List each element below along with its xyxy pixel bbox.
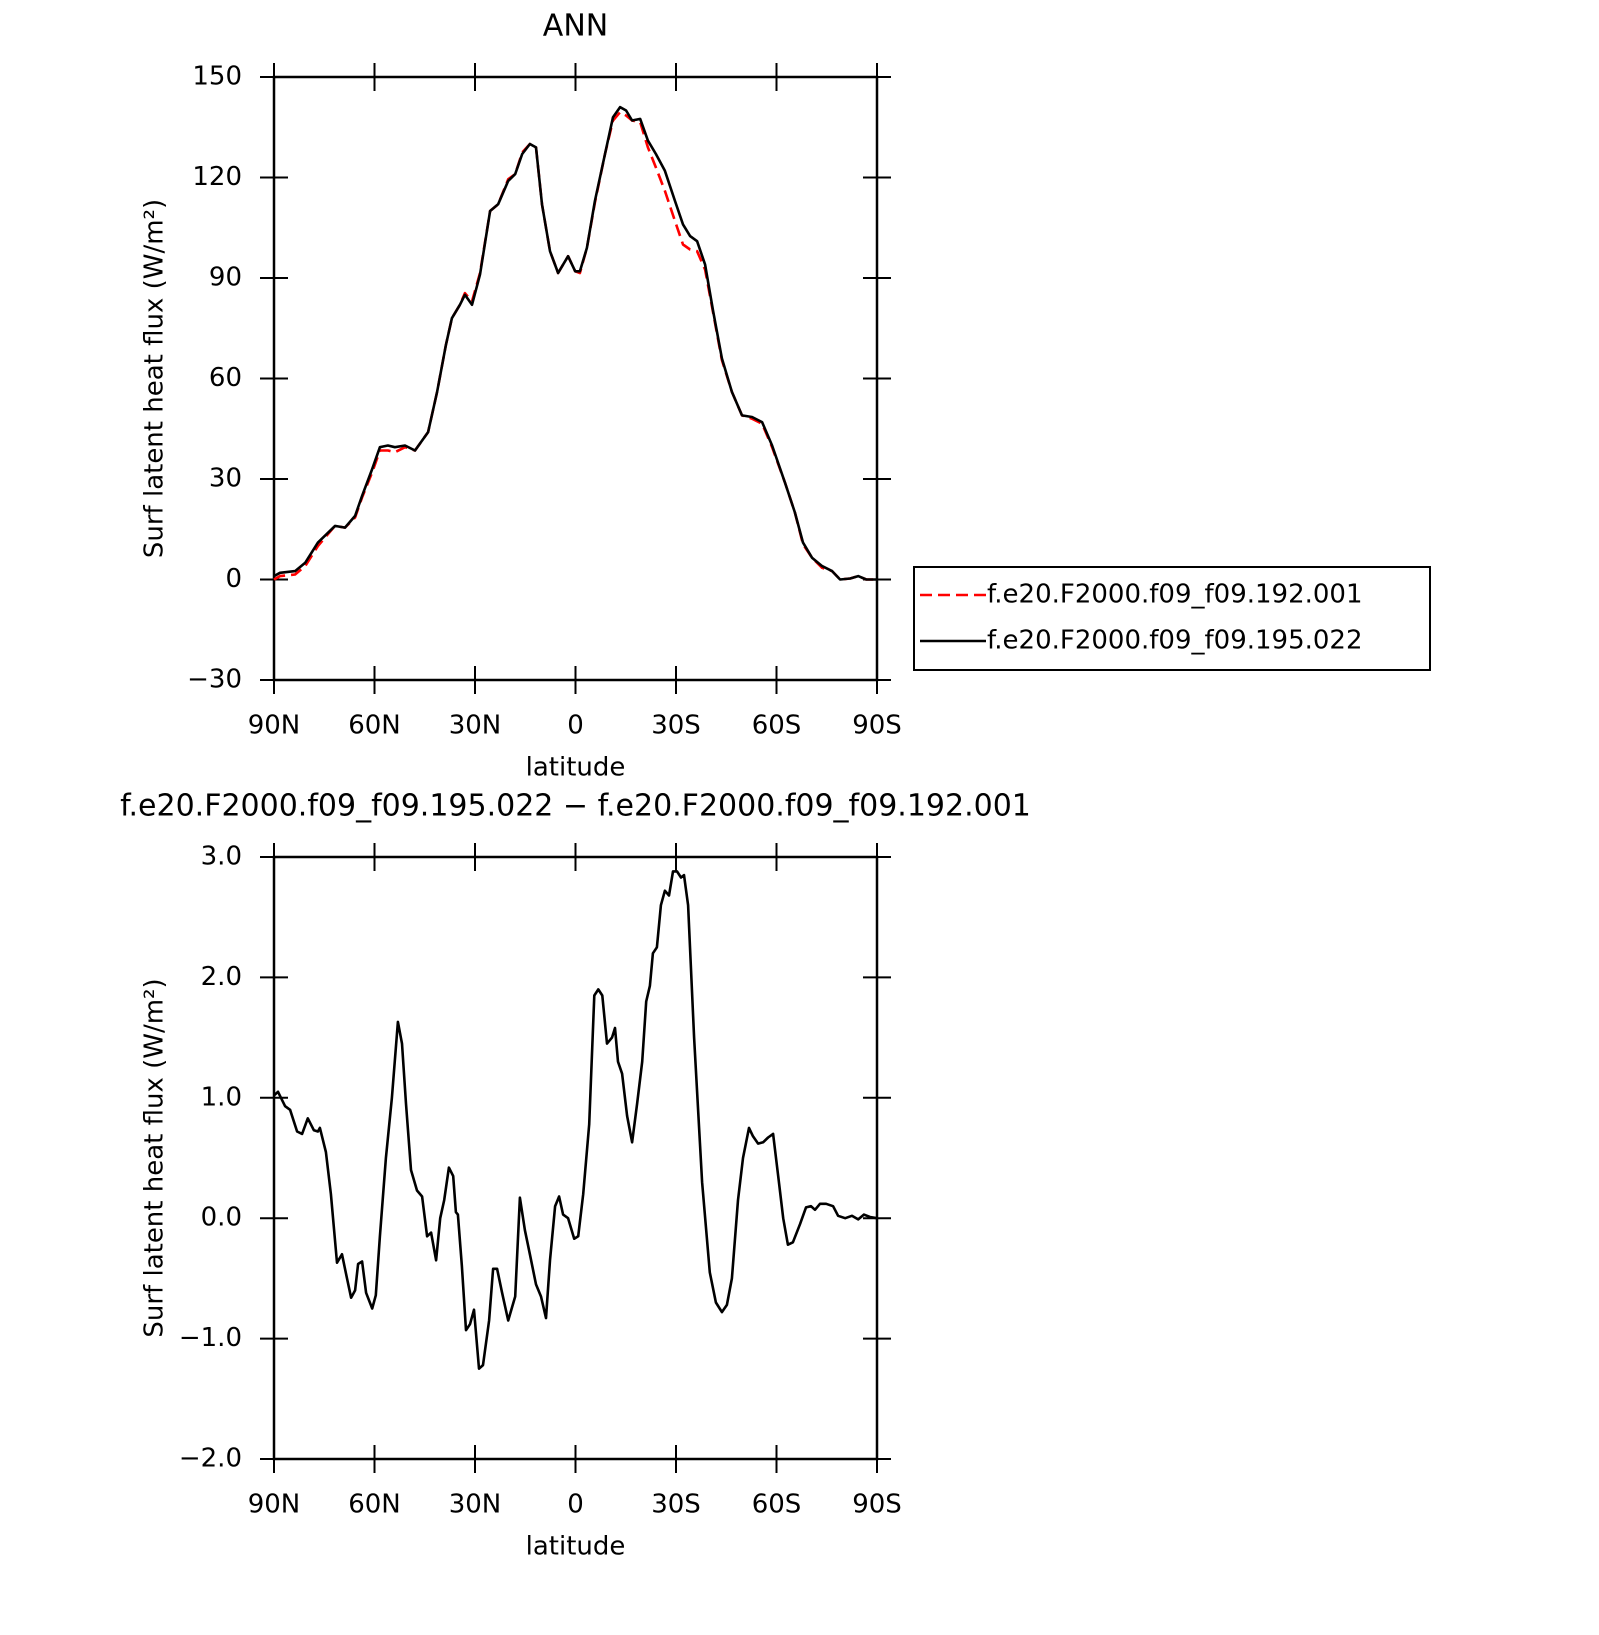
y-tick-label: 30 [209, 464, 242, 494]
legend-label: f.e20.F2000.f09_f09.195.022 [987, 626, 1363, 656]
x-axis-label: latitude [526, 753, 626, 783]
y-axis-label: Surf latent heat flux (W/m²) [140, 978, 170, 1337]
data-line [273, 105, 877, 581]
x-axis-label: latitude [526, 1532, 626, 1562]
y-tick-label: 2.0 [201, 962, 242, 992]
x-tick-label: 60S [752, 1490, 802, 1520]
x-tick-label: 30S [651, 1490, 701, 1520]
data-line [273, 870, 878, 1370]
x-tick-label: 90S [852, 711, 902, 741]
y-tick-label: 150 [192, 62, 242, 92]
x-tick-label: 60S [752, 711, 802, 741]
x-tick-label: 0 [567, 1490, 584, 1520]
plot-frame [272, 75, 879, 682]
y-tick-label: 0.0 [201, 1203, 242, 1233]
x-tick-label: 90N [248, 711, 301, 741]
y-tick-label: 120 [192, 162, 242, 192]
x-tick-label: 60N [348, 1490, 401, 1520]
x-tick-label: 30N [449, 1490, 502, 1520]
x-tick-label: 90S [852, 1490, 902, 1520]
y-tick-label: 1.0 [201, 1082, 242, 1112]
y-axis-label: Surf latent heat flux (W/m²) [140, 199, 170, 558]
y-tick-label: 60 [209, 363, 242, 393]
x-tick-label: 60N [348, 711, 401, 741]
chart-title: ANN [543, 9, 608, 44]
y-tick-label: −1.0 [179, 1323, 242, 1353]
y-tick-label: −2.0 [179, 1444, 242, 1474]
x-tick-label: 30N [449, 711, 502, 741]
chart-title: f.e20.F2000.f09_f09.195.022 − f.e20.F200… [120, 789, 1031, 824]
legend-frame [913, 566, 1431, 671]
y-tick-label: 3.0 [201, 842, 242, 872]
legend-label: f.e20.F2000.f09_f09.192.001 [987, 580, 1363, 610]
x-tick-label: 90N [248, 1490, 301, 1520]
y-tick-label: −30 [187, 665, 242, 695]
x-tick-label: 30S [651, 711, 701, 741]
x-tick-label: 0 [567, 711, 584, 741]
y-tick-label: 90 [209, 263, 242, 293]
data-line [273, 110, 877, 581]
plot-frame [272, 855, 879, 1461]
y-tick-label: 0 [225, 564, 242, 594]
